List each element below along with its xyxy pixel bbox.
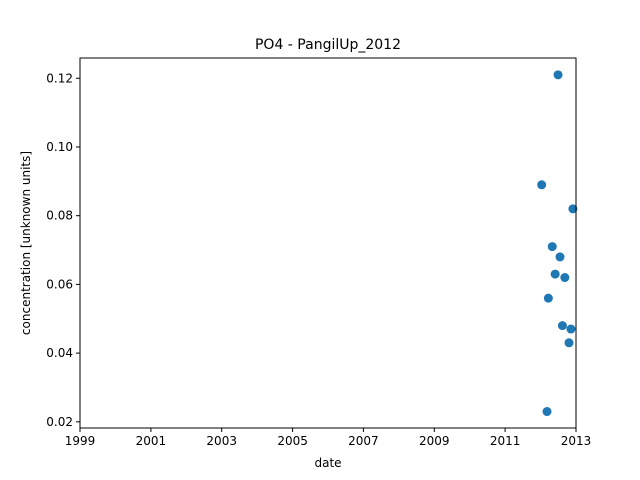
x-tick-label: 2009: [419, 434, 450, 448]
data-point: [550, 269, 560, 279]
data-point: [566, 324, 576, 334]
data-point: [555, 252, 565, 262]
data-points: [537, 70, 578, 417]
y-axis-label: concentration [unknown units]: [19, 151, 33, 335]
x-axis-label: date: [314, 456, 341, 470]
x-axis: 1999 2001 2003 2005 2007 2009 2011 2013: [65, 428, 592, 448]
x-tick-label: 2007: [348, 434, 379, 448]
y-tick-label: 0.12: [46, 71, 73, 85]
y-tick-label: 0.04: [46, 346, 73, 360]
data-point: [568, 204, 578, 214]
y-tick-label: 0.10: [46, 140, 73, 154]
chart-title: PO4 - PangilUp_2012: [255, 37, 401, 53]
data-point: [557, 321, 567, 331]
data-point: [542, 407, 552, 417]
y-tick-label: 0.06: [46, 277, 73, 291]
x-tick-label: 2003: [206, 434, 237, 448]
data-point: [564, 338, 574, 348]
y-tick-label: 0.02: [46, 415, 73, 429]
x-tick-label: 2005: [277, 434, 308, 448]
data-point: [560, 273, 570, 283]
x-tick-label: 2011: [490, 434, 521, 448]
data-point: [553, 70, 563, 80]
data-point: [543, 293, 553, 303]
y-axis: 0.02 0.04 0.06 0.08 0.10 0.12: [46, 71, 80, 429]
data-point: [547, 242, 557, 252]
x-tick-label: 1999: [65, 434, 96, 448]
y-tick-label: 0.08: [46, 209, 73, 223]
x-tick-label: 2013: [561, 434, 592, 448]
x-tick-label: 2001: [136, 434, 167, 448]
data-point: [537, 180, 547, 190]
plot-frame: [79, 57, 577, 429]
